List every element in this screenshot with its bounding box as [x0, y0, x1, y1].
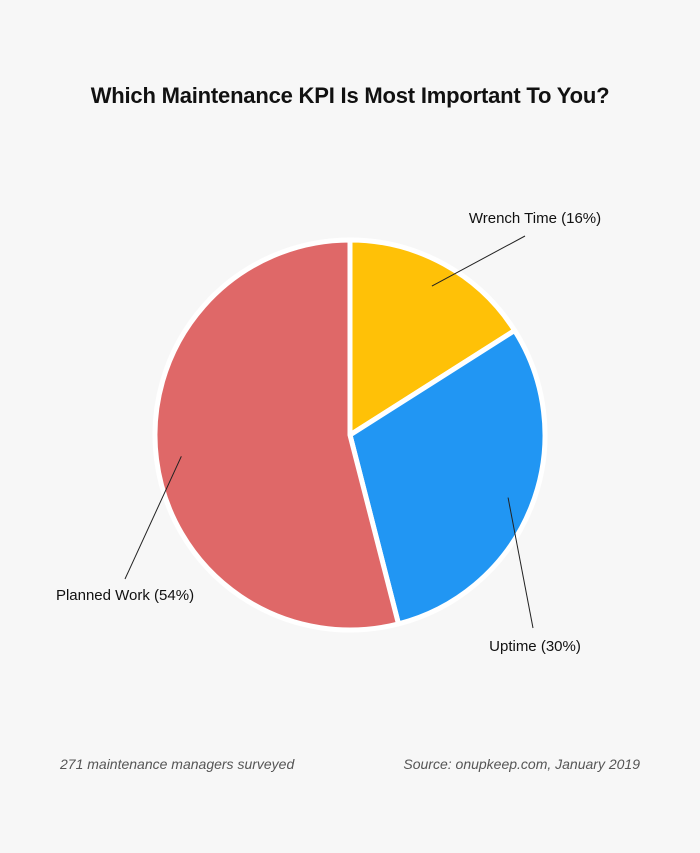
pie-slices — [152, 237, 548, 633]
pie-slice-wrench-time — [347, 237, 518, 438]
slice-label-wrench-time: Wrench Time (16%) — [469, 210, 601, 227]
slice-labels: Wrench Time (16%) Uptime (30%) Planned Wor… — [56, 210, 601, 655]
leader-line-wrench-time — [431, 235, 526, 287]
leader-line-uptime — [507, 497, 534, 629]
slice-label-uptime: Uptime (30%) — [489, 638, 581, 655]
source-note: Source: onupkeep.com, January 2019 — [403, 756, 640, 772]
slice-label-planned-work: Planned Work (54%) — [56, 587, 194, 604]
survey-note: 271 maintenance managers surveyed — [60, 756, 295, 772]
leader-line-planned-work — [124, 456, 182, 580]
chart-title: Which Maintenance KPI Is Most Important … — [90, 83, 610, 108]
pie-slice-planned-work — [152, 237, 401, 633]
leader-lines — [124, 235, 534, 629]
pie-slice-uptime — [347, 328, 548, 627]
